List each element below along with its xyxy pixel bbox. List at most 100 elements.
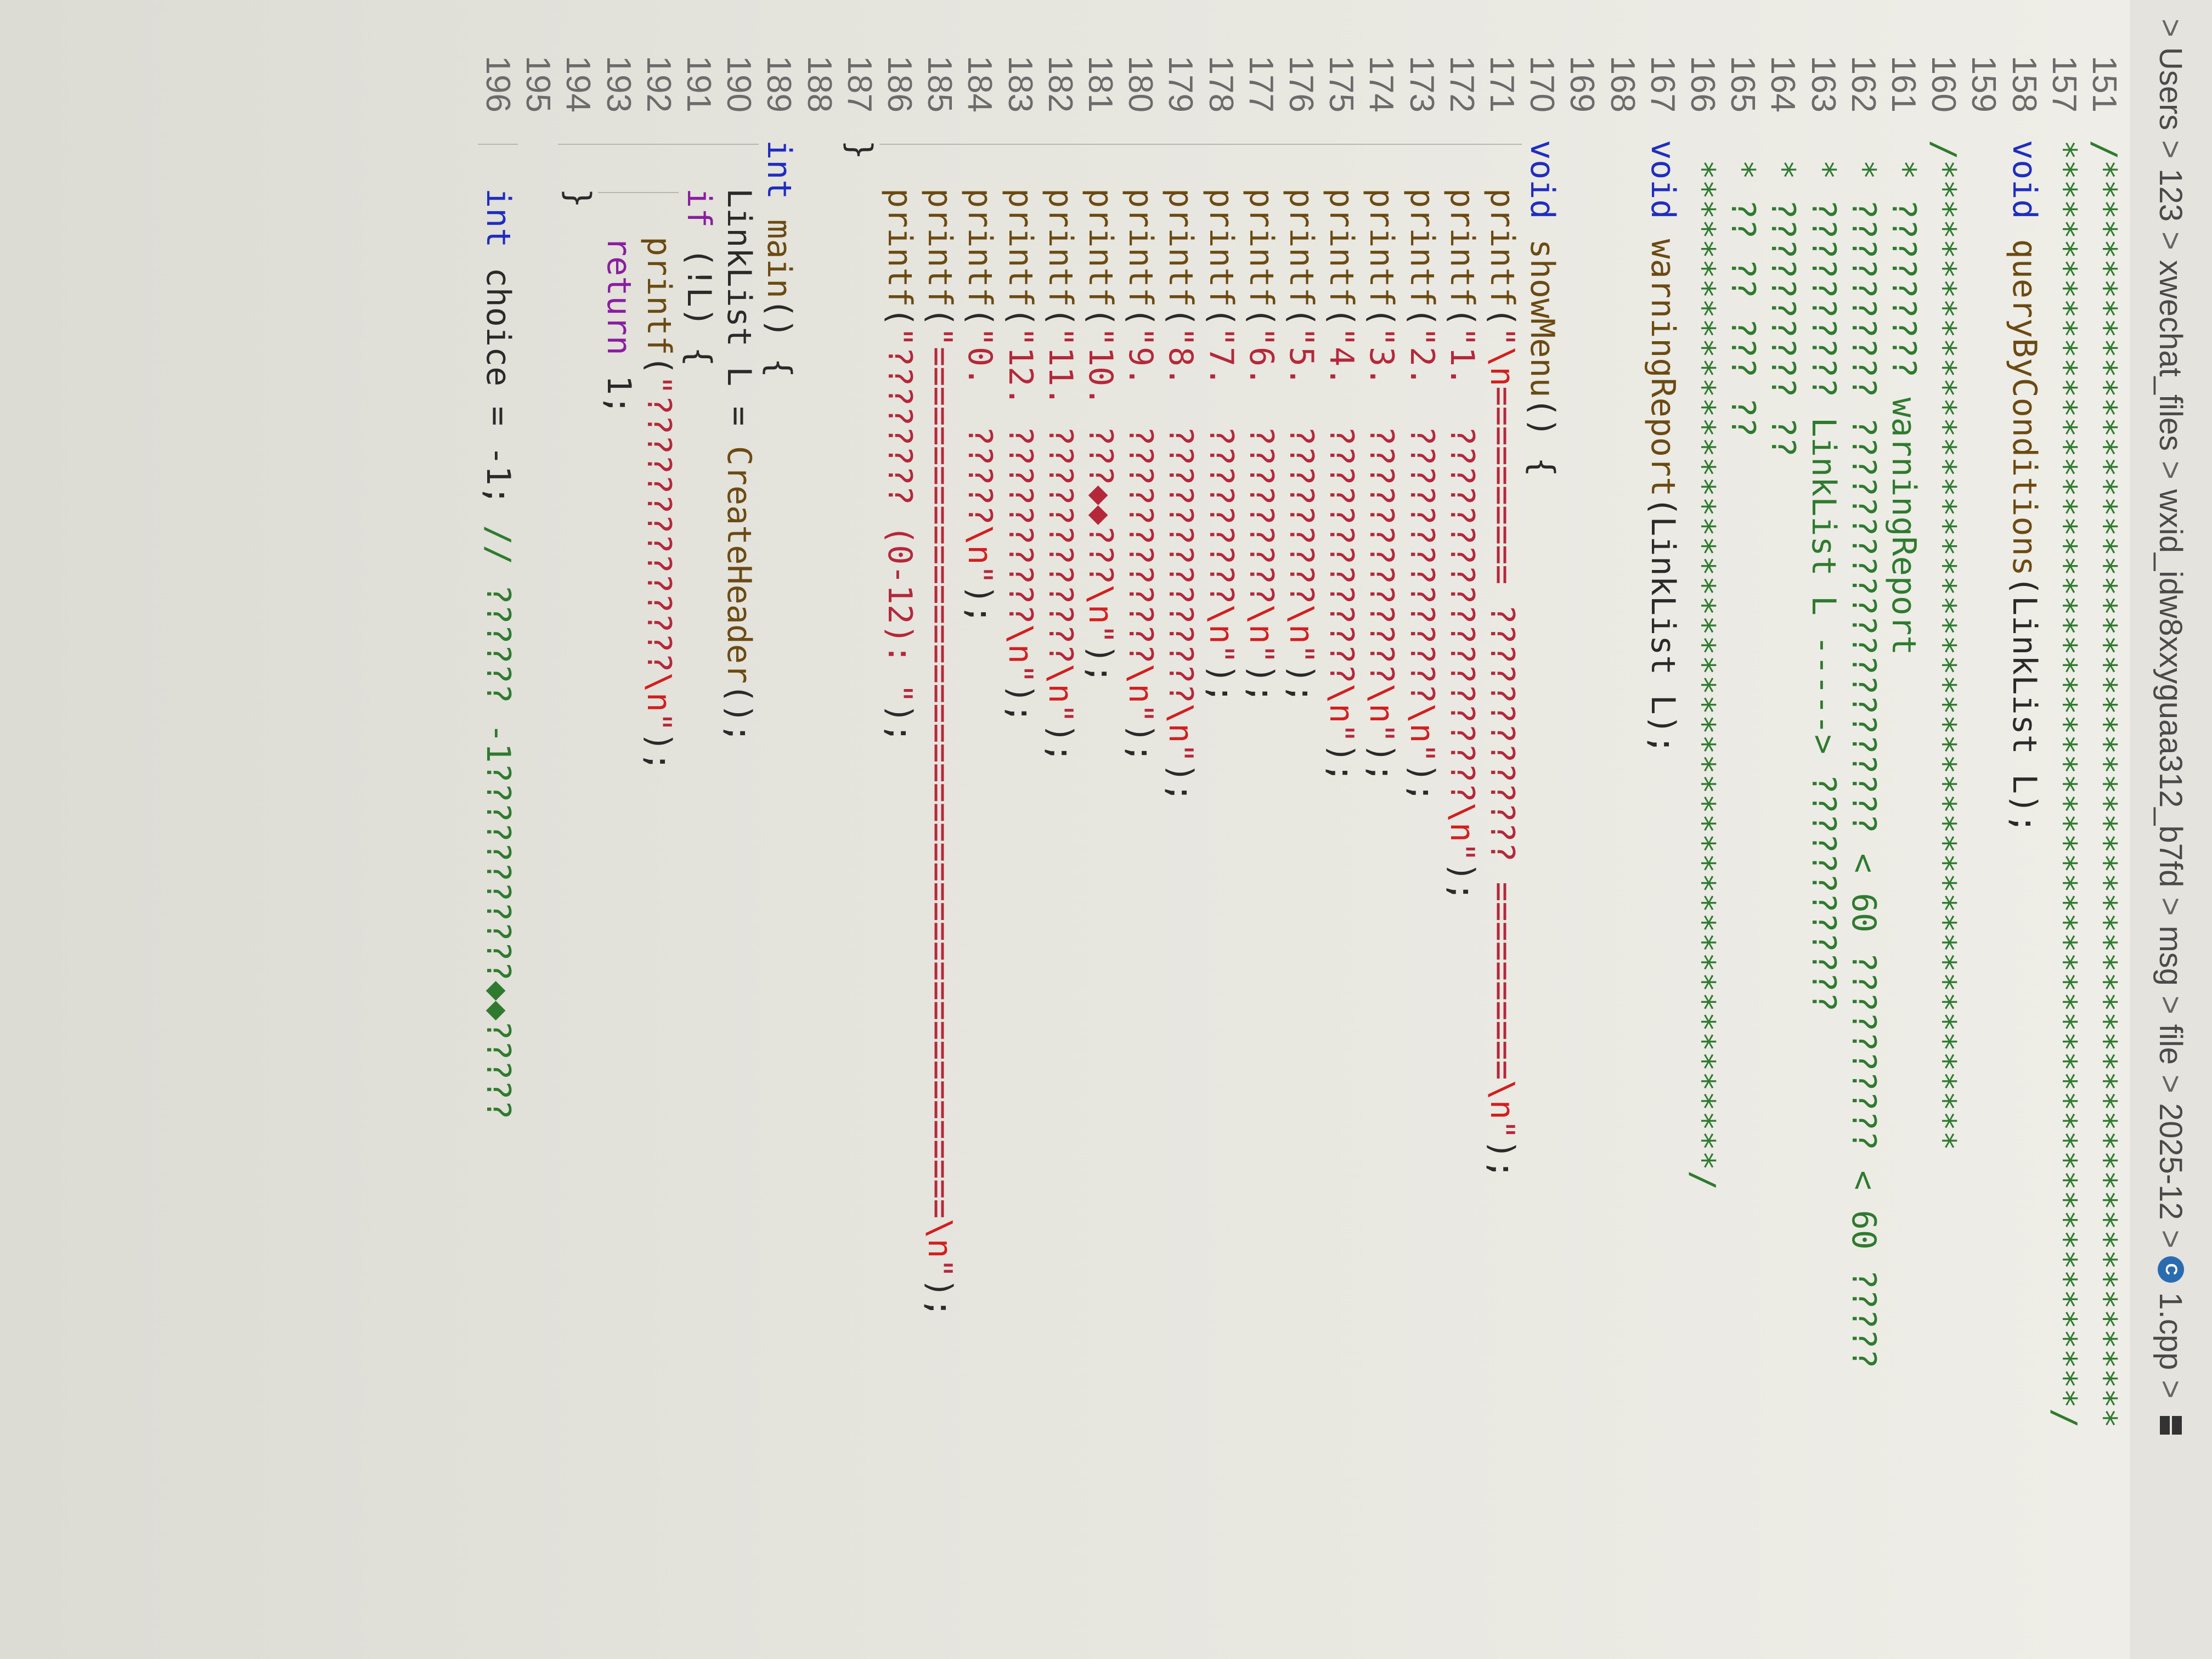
code-token: (); — [720, 684, 759, 743]
code-line[interactable]: 160 /************************************… — [1923, 0, 1963, 1659]
code-text: printf("??????????????\n"); — [639, 236, 679, 771]
code-token: " — [1442, 842, 1481, 862]
code-token: \n — [1041, 663, 1080, 704]
code-line[interactable]: 158 void queryByConditions(LinkList L); — [2004, 0, 2044, 1659]
code-token: " — [1161, 743, 1200, 763]
code-line[interactable]: 180 printf("9. ????????????\n"); — [1120, 0, 1160, 1659]
indent-guide — [598, 144, 639, 145]
indent-guide — [1120, 144, 1161, 145]
breadcrumb-item[interactable]: wxid_idw8xxyguaa312_b7fd — [2153, 489, 2189, 888]
code-line[interactable]: 192 printf("??????????????\n"); — [639, 0, 679, 1659]
code-token: "4. ????????????? — [1322, 326, 1361, 684]
code-line[interactable]: 181 printf("10. ???◆◆???\n"); — [1080, 0, 1120, 1659]
line-number: 171 — [1483, 55, 1521, 112]
code-token: printf — [1081, 188, 1120, 307]
breadcrumb-item[interactable]: file — [2153, 1024, 2189, 1065]
code-line[interactable]: 157 *************************************… — [2044, 0, 2084, 1659]
code-token: "2. ?????????????? — [1402, 326, 1441, 704]
line-number: 170 — [1523, 55, 1561, 112]
code-token: printf — [961, 188, 1000, 307]
code-line[interactable]: 176 printf("5. ?????????\n"); — [1281, 0, 1321, 1659]
indent-guide — [1000, 144, 1040, 145]
code-token: void — [1523, 140, 1562, 239]
line-number: 168 — [1603, 55, 1641, 112]
code-line[interactable]: 195 — [518, 0, 558, 1659]
code-line[interactable]: 189 int main() { — [759, 0, 799, 1659]
code-line[interactable]: 161 * ????????? warningReport — [1883, 0, 1923, 1659]
code-line[interactable]: 187} — [839, 0, 879, 1659]
code-line[interactable]: 162 * ?????????? ????????????????????? <… — [1843, 0, 1883, 1659]
code-token: \n — [1442, 802, 1481, 843]
breadcrumb-item[interactable]: xwechat_files — [2153, 259, 2189, 452]
code-line[interactable]: 196 int choice = -1; // ?????? -1????????… — [478, 0, 518, 1659]
code-line[interactable]: 164 * ?????????? ?? — [1763, 0, 1803, 1659]
code-token: ( — [1322, 307, 1361, 327]
code-line[interactable]: 177 printf("6. ?????????\n"); — [1241, 0, 1281, 1659]
line-number: 173 — [1402, 55, 1441, 112]
code-token: "1. ??????????????????? — [1442, 326, 1481, 803]
symbol-outline-icon[interactable] — [2160, 1416, 2182, 1435]
code-line[interactable]: 190 LinkList L = CreateHeader(); — [719, 0, 759, 1659]
breadcrumb-item[interactable]: 1.cpp — [2153, 1292, 2189, 1370]
code-line[interactable]: 175 printf("4. ?????????????\n"); — [1321, 0, 1361, 1659]
code-token: /***************************************… — [1925, 140, 1963, 1151]
code-line[interactable]: 170 void showMenu() { — [1522, 0, 1562, 1659]
code-line[interactable]: 165 * ?? ?? ??? ?? — [1723, 0, 1763, 1659]
code-text: printf("???????? (0-12): "); — [879, 188, 919, 743]
line-number: 179 — [1161, 55, 1200, 112]
code-line[interactable]: 183 printf("12. ??????????\n"); — [1000, 0, 1040, 1659]
line-number: 185 — [921, 55, 959, 112]
code-line[interactable]: 167 void warningReport(LinkList L); — [1643, 0, 1683, 1659]
code-editor[interactable]: 151 /************************************… — [0, 0, 2130, 1659]
code-line[interactable]: 168 — [1602, 0, 1643, 1659]
code-line[interactable]: 182 printf("11. ????????????\n"); — [1040, 0, 1080, 1659]
code-line[interactable]: 185 printf("=============================… — [919, 0, 960, 1659]
code-text: printf("12. ??????????\n"); — [1000, 188, 1040, 723]
line-number: 160 — [1925, 55, 1963, 112]
code-text: printf("6. ?????????\n"); — [1241, 188, 1281, 703]
code-token: () { — [760, 298, 799, 378]
code-line[interactable]: 193 return 1; — [599, 0, 639, 1659]
code-text: printf("1. ???????????????????\n"); — [1442, 188, 1482, 901]
code-token: \n — [1402, 703, 1441, 743]
code-token: " — [1282, 644, 1321, 664]
code-line[interactable]: 166 ************************************… — [1683, 0, 1723, 1659]
breadcrumb-item[interactable]: msg — [2153, 926, 2189, 986]
code-token: printf — [1041, 188, 1080, 307]
code-line[interactable]: 159 — [1963, 0, 2004, 1659]
code-line[interactable]: 151 /************************************… — [2084, 0, 2124, 1659]
code-line[interactable]: 163 * ?????????? LinkList L -----> ?????… — [1803, 0, 1843, 1659]
code-token: " — [1081, 624, 1120, 644]
line-number: 169 — [1563, 55, 1601, 112]
code-line[interactable]: 186 printf("???????? (0-12): "); — [879, 0, 919, 1659]
code-line[interactable]: 194} — [558, 0, 598, 1659]
indent-guide — [558, 144, 599, 145]
breadcrumb-item[interactable]: Users — [2153, 47, 2189, 131]
code-text: * ?????????? ?? — [1763, 140, 1803, 457]
code-token: /***************************************… — [2085, 140, 2124, 1428]
code-line[interactable]: 188 — [799, 0, 839, 1659]
breadcrumb-item[interactable]: 123 — [2153, 168, 2189, 222]
code-line[interactable]: 173 printf("2. ??????????????\n"); — [1402, 0, 1442, 1659]
line-number: 166 — [1684, 55, 1722, 112]
code-line[interactable]: 169 — [1562, 0, 1602, 1659]
code-token: "10. ???◆◆??? — [1081, 326, 1120, 585]
code-token: (!L) { — [680, 247, 718, 367]
code-token: " — [1121, 703, 1160, 724]
code-line[interactable]: 179 printf("8. ??????????????\n"); — [1160, 0, 1200, 1659]
code-text: printf("================================… — [919, 188, 960, 1318]
code-line[interactable]: 172 printf("1. ???????????????????\n"); — [1442, 0, 1482, 1659]
code-text: printf("2. ??????????????\n"); — [1402, 188, 1442, 803]
code-line[interactable]: 184 printf("0. ?????\n"); — [960, 0, 1000, 1659]
code-token: * ?????????? ????????????????????? < 60 … — [1844, 140, 1883, 1369]
code-token: "8. ?????????????? — [1161, 326, 1200, 704]
code-line[interactable]: 178 printf("7. ?????????\n"); — [1201, 0, 1241, 1659]
code-line[interactable]: 174 printf("3. ?????????????\n"); — [1361, 0, 1401, 1659]
code-token: main — [760, 219, 799, 299]
breadcrumb-item[interactable]: 2025-12 — [2153, 1103, 2189, 1220]
code-line[interactable]: 191 if (!L) { — [679, 0, 719, 1659]
code-text: * ?? ?? ??? ?? — [1723, 140, 1763, 437]
code-line[interactable]: 171 printf("\n========== ????????????? ==… — [1482, 0, 1522, 1659]
code-token: "6. ????????? — [1242, 326, 1280, 605]
indent-guide — [1160, 144, 1201, 145]
